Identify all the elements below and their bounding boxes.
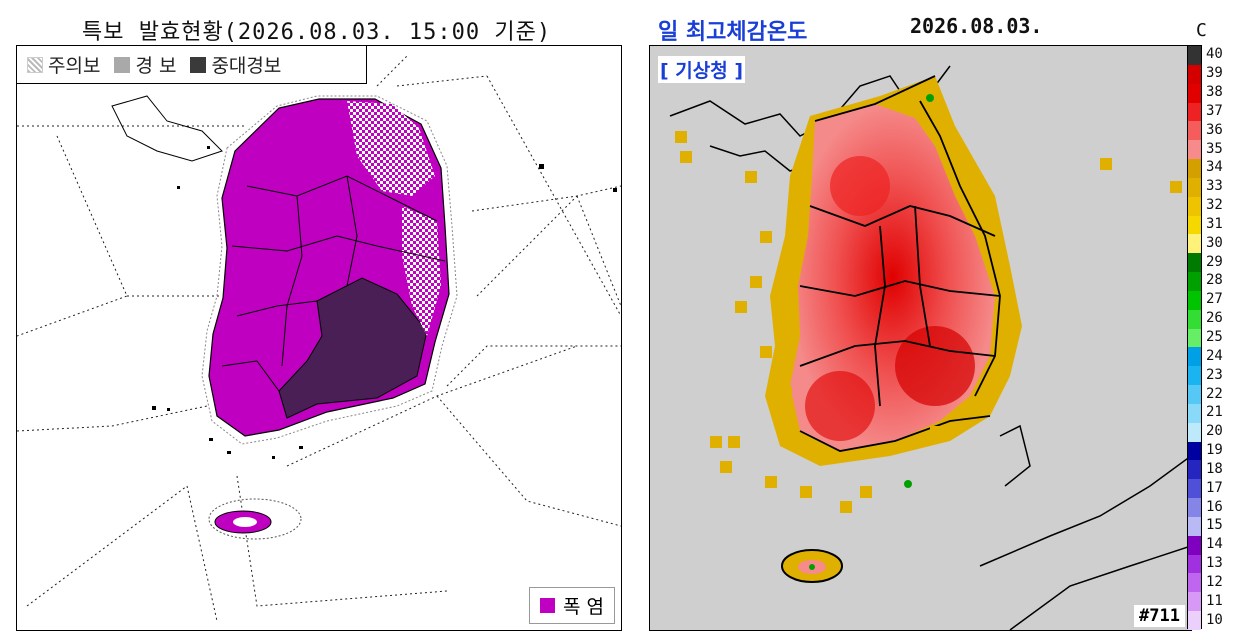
colorbar-tick-36: 36	[1206, 121, 1223, 138]
warning-map-canvas	[17, 55, 621, 622]
colorbar-segment-18	[1188, 460, 1201, 480]
heatwave-legend-label: 폭 염	[563, 596, 604, 618]
colorbar-tick-40: 40	[1206, 46, 1223, 63]
colorbar-segment-40	[1188, 46, 1201, 66]
colorbar-segment-29	[1188, 253, 1201, 273]
advisory-swatch-icon	[27, 56, 43, 73]
sea-zone-boundaries	[17, 55, 621, 622]
feels-like-temperature-map[interactable]: [ 기상청 ] #711	[649, 45, 1192, 631]
colorbar-tick-30: 30	[1206, 234, 1223, 251]
colorbar-tick-12: 12	[1206, 573, 1223, 590]
colorbar-tick-22: 22	[1206, 385, 1223, 402]
warning-map[interactable]: 주의보 경 보 중대경보 폭 염	[16, 45, 622, 631]
feels-like-map-title: 일 최고체감온도	[658, 20, 808, 45]
colorbar-tick-15: 15	[1206, 517, 1223, 534]
colorbar-tick-17: 17	[1206, 479, 1223, 496]
colorbar-tick-34: 34	[1206, 159, 1223, 176]
severe-heat-area	[278, 277, 428, 419]
colorbar-tick-39: 39	[1206, 65, 1223, 82]
colorbar-segment-14	[1188, 535, 1201, 556]
advisory-area-east	[402, 206, 441, 336]
colorbar-segment-30	[1188, 234, 1201, 254]
colorbar-segment-32	[1188, 196, 1201, 217]
colorbar-segment-33	[1188, 177, 1201, 198]
colorbar-segment-16	[1188, 498, 1201, 518]
heatwave-legend: 폭 염	[529, 587, 615, 624]
colorbar-segment-28	[1188, 272, 1201, 292]
advisory-area-north-east	[347, 101, 435, 196]
colorbar-segment-35	[1188, 140, 1201, 160]
colorbar-segment-13	[1188, 554, 1201, 574]
province-boundaries	[221, 175, 446, 392]
colorbar-tick-37: 37	[1206, 102, 1223, 119]
colorbar-tick-38: 38	[1206, 84, 1223, 101]
colorbar-segment-21	[1188, 403, 1201, 424]
province-lines	[799, 75, 1001, 452]
colorbar-segment-17	[1188, 479, 1201, 499]
colorbar-tick-27: 27	[1206, 291, 1223, 308]
warning-map-title: 특보 발효현황(2026.08.03. 15:00 기준)	[82, 20, 552, 45]
colorbar-segment-31	[1188, 215, 1201, 235]
feels-like-map-date: 2026.08.03.	[910, 14, 1043, 38]
colorbar-segment-27	[1188, 290, 1201, 311]
warning-swatch-icon	[114, 56, 131, 73]
map-code-label: #711	[1134, 605, 1185, 627]
colorbar-tick-32: 32	[1206, 197, 1223, 214]
colorbar-unit: C	[1196, 20, 1207, 41]
colorbar-tick-33: 33	[1206, 178, 1223, 195]
colorbar-segment-19	[1188, 441, 1201, 461]
colorbar-tick-16: 16	[1206, 498, 1223, 515]
colorbar-tick-35: 35	[1206, 140, 1223, 157]
colorbar-tick-23: 23	[1206, 366, 1223, 383]
colorbar-segment-11	[1188, 592, 1201, 612]
colorbar-tick-11: 11	[1206, 592, 1223, 609]
colorbar-segment-34	[1188, 159, 1201, 179]
colorbar-segment-38	[1188, 83, 1201, 103]
colorbar-tick-24: 24	[1206, 347, 1223, 364]
islands	[152, 146, 617, 459]
coast-buffer	[201, 95, 458, 445]
colorbar-tick-13: 13	[1206, 555, 1223, 572]
colorbar-tick-21: 21	[1206, 404, 1223, 421]
source-label: [ 기상청 ]	[658, 56, 746, 83]
heatwave-swatch-icon	[540, 598, 555, 613]
colorbar-segment-20	[1188, 422, 1201, 443]
temperature-map-canvas	[669, 65, 1191, 630]
colorbar-tick-labels: 40 39 38 37 36 35 34 33 32 31 30 29 28 27 26 25 24 23 22 21…	[1206, 45, 1243, 629]
colorbar-segment-24	[1188, 347, 1201, 367]
colorbar-tick-26: 26	[1206, 310, 1223, 327]
colorbar-segment-15	[1188, 516, 1201, 537]
colorbar-segment-36	[1188, 121, 1201, 141]
colorbar-tick-10: 10	[1206, 611, 1223, 628]
warning-legend: 주의보 경 보 중대경보	[17, 46, 367, 84]
temperature-colorbar	[1187, 45, 1202, 631]
colorbar-segment-23	[1188, 366, 1201, 386]
colorbar-tick-28: 28	[1206, 272, 1223, 289]
legend-advisory-label: 주의보	[48, 55, 101, 77]
colorbar-tick-25: 25	[1206, 329, 1223, 345]
colorbar-segment-22	[1188, 385, 1201, 405]
colorbar-tick-14: 14	[1206, 536, 1223, 553]
coastlines	[669, 65, 1191, 630]
colorbar-segment-12	[1188, 573, 1201, 593]
colorbar-segment-37	[1188, 102, 1201, 122]
island-pixels	[675, 131, 1182, 513]
legend-severe-label: 중대경보	[211, 55, 282, 77]
colorbar-segment-39	[1188, 64, 1201, 85]
colorbar-tick-31: 31	[1206, 215, 1223, 232]
colorbar-segment-26	[1188, 309, 1201, 330]
severe-swatch-icon	[190, 56, 207, 73]
colorbar-tick-19: 19	[1206, 442, 1223, 459]
legend-warning-label: 경 보	[135, 55, 177, 77]
colorbar-segment-25	[1188, 328, 1201, 348]
colorbar-segment-10	[1188, 611, 1201, 631]
colorbar-tick-18: 18	[1206, 460, 1223, 477]
colorbar-tick-29: 29	[1206, 253, 1223, 270]
colorbar-tick-20: 20	[1206, 423, 1223, 440]
